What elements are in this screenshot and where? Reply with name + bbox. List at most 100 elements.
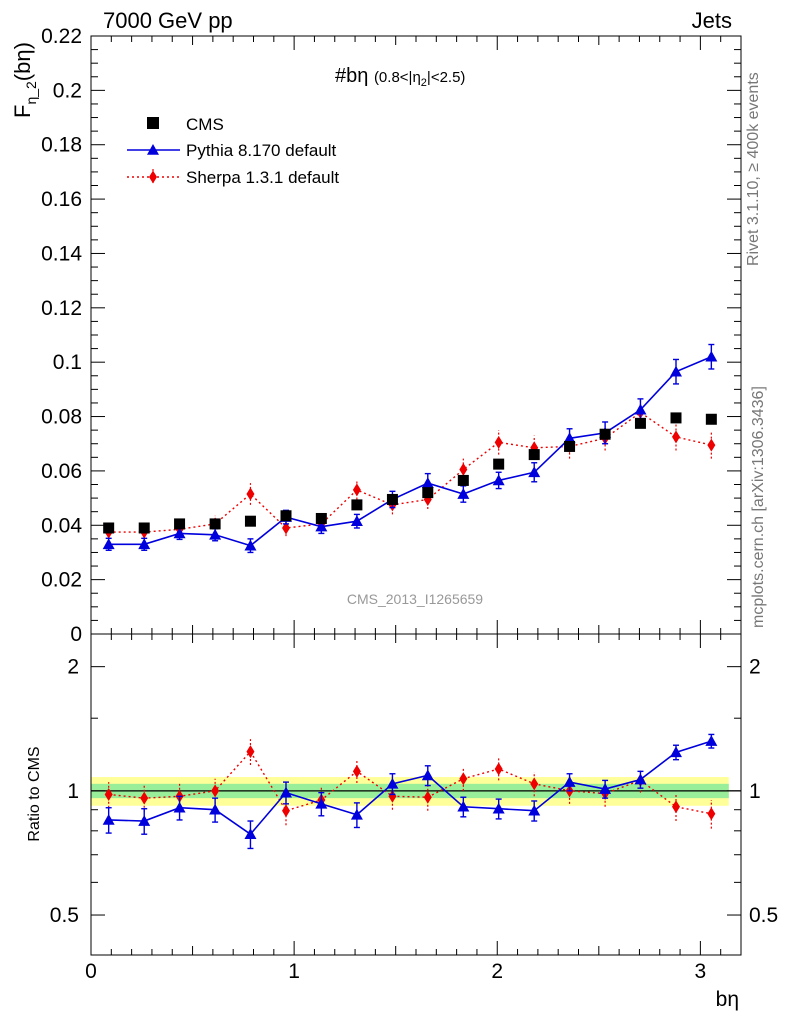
- ratio-sherpa-point: [707, 807, 716, 821]
- y-tick-label: 0.16: [41, 188, 82, 211]
- cms-point: [599, 428, 611, 440]
- pythia-point: [634, 403, 647, 415]
- legend-sherpa-marker: [149, 170, 157, 184]
- pythia-point: [563, 432, 576, 444]
- ratio-pythia-point: [280, 786, 292, 798]
- ratio-pythia-point: [173, 801, 186, 813]
- ratio-pythia-point: [209, 803, 222, 815]
- ratio-sherpa-point: [211, 784, 220, 798]
- pythia-point: [138, 538, 151, 550]
- analysis-watermark: CMS_2013_I1265659: [347, 591, 483, 607]
- ratio-sherpa-point: [459, 772, 468, 786]
- cms-point: [280, 510, 292, 522]
- ratio-y-tick-label: 1: [67, 780, 79, 803]
- x-axis-label: bη: [716, 988, 739, 1011]
- ratio-pythia-point: [670, 746, 682, 758]
- ratio-sherpa-point: [672, 800, 680, 814]
- cms-point: [209, 518, 221, 530]
- pythia-point: [457, 488, 470, 499]
- pythia-point: [670, 365, 682, 377]
- x-tick-label: 3: [695, 960, 707, 983]
- ratio-pythia-point: [138, 815, 151, 826]
- legend-pythia-marker: [147, 144, 159, 155]
- ratio-sherpa-point: [282, 804, 290, 818]
- legend-pythia-label: Pythia 8.170 default: [186, 141, 337, 160]
- chart-title: #bη (0.8<|η2|<2.5): [335, 65, 465, 89]
- ratio-sherpa-line: [108, 750, 712, 815]
- cms-point: [138, 522, 150, 534]
- ratio-pythia-point: [634, 773, 647, 785]
- pythia-point: [244, 539, 257, 551]
- ratio-y-tick-label-right: 2: [749, 656, 761, 679]
- pythia-point: [102, 538, 115, 550]
- ratio-pythia-point: [599, 783, 612, 794]
- x-tick-label: 1: [288, 960, 300, 983]
- cms-point: [244, 515, 256, 527]
- ratio-pythia-point: [528, 804, 541, 816]
- cms-series: [103, 412, 717, 534]
- legend-cms-marker: [147, 117, 159, 129]
- pythia-point: [421, 477, 434, 488]
- ratio-pythia-series: [102, 733, 718, 850]
- legend-cms-label: CMS: [186, 115, 224, 134]
- ratio-pythia-point: [386, 777, 399, 789]
- y-axis-label: Fη_2(bη): [10, 42, 39, 118]
- x-tick-label: 2: [491, 960, 503, 983]
- sherpa-point: [494, 435, 503, 449]
- ratio-pythia-line: [108, 740, 712, 836]
- cms-point: [422, 487, 434, 499]
- cms-point: [670, 412, 682, 424]
- legend: CMS Pythia 8.170 default Sherpa 1.3.1 defa…: [127, 115, 339, 187]
- y-tick-label: 0.2: [53, 79, 82, 102]
- y-tick-label: 0.02: [41, 569, 82, 592]
- ratio-pythia-point: [102, 813, 115, 825]
- ratio-pythia-point: [705, 735, 718, 746]
- ratio-sherpa-point: [352, 764, 361, 778]
- ratio-sherpa-point: [423, 790, 432, 804]
- y-tick-label: 0.18: [41, 134, 82, 157]
- cms-point: [315, 512, 327, 524]
- cms-point: [103, 522, 115, 534]
- ratio-sherpa-point: [530, 777, 539, 791]
- sherpa-point: [352, 483, 361, 497]
- cms-point: [493, 458, 505, 470]
- pythia-line: [108, 356, 712, 547]
- ratio-sherpa-point: [140, 791, 149, 805]
- cms-point: [351, 499, 363, 511]
- ratio-pythia-point: [315, 797, 328, 809]
- y-tick-label: 0.22: [41, 25, 82, 48]
- cms-point: [634, 417, 646, 429]
- ratio-pythia-point: [563, 776, 576, 787]
- ratio-pythia-point: [457, 800, 470, 812]
- ratio-pythia-point: [421, 769, 434, 781]
- sherpa-point: [672, 430, 680, 444]
- y-tick-label: 0.04: [41, 514, 82, 537]
- ratio-y-tick-label: 2: [67, 656, 79, 679]
- sherpa-point: [282, 521, 290, 535]
- pythia-point: [350, 515, 363, 526]
- legend-sherpa-label: Sherpa 1.3.1 default: [186, 168, 339, 187]
- y-tick-label: 0.12: [41, 297, 82, 320]
- y-tick-label: 0.14: [41, 242, 82, 265]
- ratio-sherpa-point: [388, 789, 397, 803]
- y-tick-label: 0: [70, 623, 82, 646]
- ratio-pythia-point: [244, 828, 257, 840]
- y-tick-label: 0.08: [41, 406, 82, 429]
- pythia-point: [315, 520, 328, 532]
- sherpa-point: [246, 487, 255, 501]
- cms-point: [457, 474, 469, 486]
- sherpa-point: [707, 438, 716, 452]
- y-tick-label: 0.06: [41, 460, 82, 483]
- cms-point: [386, 493, 398, 505]
- y-tick-label: 0.1: [53, 351, 82, 374]
- ratio-sherpa-point: [246, 745, 255, 759]
- cms-point: [174, 518, 186, 530]
- ratio-pythia-point: [350, 808, 363, 820]
- cms-point: [564, 440, 576, 452]
- ratio-y-tick-label-right: 0.5: [749, 904, 778, 927]
- sherpa-line: [108, 411, 712, 533]
- header-left: 7000 GeV pp: [103, 8, 233, 33]
- pythia-point: [528, 466, 541, 478]
- pythia-point: [492, 474, 505, 486]
